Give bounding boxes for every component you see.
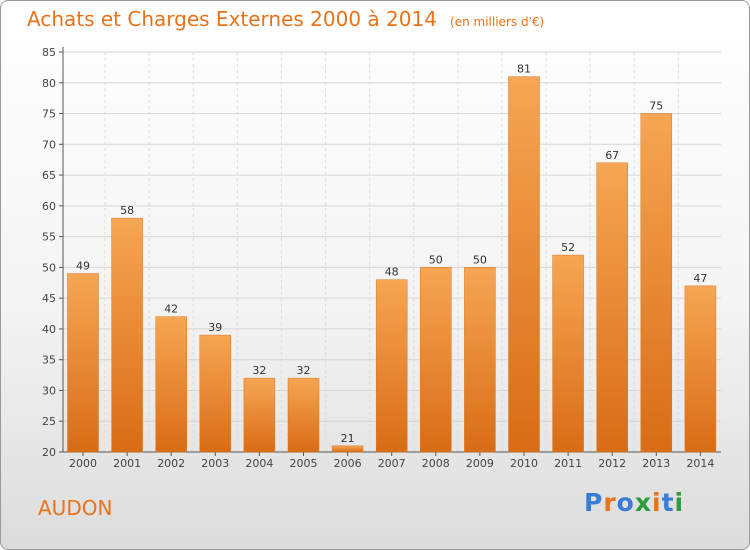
y-tick-label: 70 bbox=[42, 138, 56, 151]
value-label-2013: 75 bbox=[649, 100, 663, 113]
bar-2008 bbox=[420, 267, 452, 453]
value-label-2011: 52 bbox=[561, 241, 575, 254]
bar-2013 bbox=[640, 113, 673, 453]
value-label-2012: 67 bbox=[605, 149, 619, 162]
chart-title: Achats et Charges Externes 2000 à 2014 bbox=[27, 7, 437, 31]
logo-letter: x bbox=[634, 488, 652, 517]
x-tick-label-2009: 2009 bbox=[466, 457, 494, 470]
y-tick-label: 75 bbox=[42, 108, 56, 121]
x-tick-label-2002: 2002 bbox=[157, 457, 185, 470]
logo-letter: P bbox=[584, 488, 604, 517]
x-tick-label-2000: 2000 bbox=[69, 457, 97, 470]
value-label-2008: 50 bbox=[429, 253, 443, 266]
y-tick-label: 85 bbox=[42, 46, 56, 59]
x-tick-label-2001: 2001 bbox=[113, 457, 141, 470]
bar-2006 bbox=[331, 445, 364, 453]
value-label-2006: 21 bbox=[341, 432, 355, 445]
bar-2012 bbox=[596, 162, 628, 453]
y-tick-label: 55 bbox=[42, 231, 56, 244]
axes: 20 25 30 35 40 45 50 55 60 65 70 75 80 85 2000 2001 2002… bbox=[42, 46, 721, 470]
y-tick-label: 65 bbox=[42, 169, 56, 182]
value-label-2000: 49 bbox=[76, 260, 90, 273]
value-label-2002: 42 bbox=[164, 303, 178, 316]
y-tick-label: 35 bbox=[42, 354, 56, 367]
x-tick-label-2003: 2003 bbox=[201, 457, 229, 470]
y-tick-label: 50 bbox=[42, 261, 56, 274]
x-tick-label-2014: 2014 bbox=[686, 457, 714, 470]
value-label-2007: 48 bbox=[385, 266, 399, 279]
x-tick-label-2008: 2008 bbox=[422, 457, 450, 470]
x-tick-label-2005: 2005 bbox=[290, 457, 318, 470]
value-label-2014: 47 bbox=[693, 272, 707, 285]
city-name: AUDON bbox=[38, 496, 113, 520]
x-tick-label-2011: 2011 bbox=[554, 457, 582, 470]
logo-letter: t bbox=[661, 488, 675, 517]
value-label-2009: 50 bbox=[473, 253, 487, 266]
y-tick-label: 40 bbox=[42, 323, 56, 336]
x-tick-label-2006: 2006 bbox=[334, 457, 362, 470]
bar-2011 bbox=[552, 254, 584, 453]
value-label-2005: 32 bbox=[297, 364, 311, 377]
bar-2010 bbox=[508, 76, 540, 453]
bars bbox=[67, 76, 717, 453]
bar-2005 bbox=[287, 377, 320, 453]
bar-2014 bbox=[684, 285, 717, 453]
y-tick-label: 80 bbox=[42, 77, 56, 90]
x-tick-label-2007: 2007 bbox=[378, 457, 406, 470]
logo-letter: r bbox=[603, 488, 617, 517]
logo-letter: i bbox=[652, 488, 662, 517]
value-label-2003: 39 bbox=[208, 321, 222, 334]
y-tick-label: 45 bbox=[42, 292, 56, 305]
value-label-2010: 81 bbox=[517, 63, 531, 76]
value-label-2004: 32 bbox=[252, 364, 266, 377]
y-tick-label: 25 bbox=[42, 415, 56, 428]
logo-letter: o bbox=[616, 488, 635, 517]
bar-2009 bbox=[464, 267, 496, 453]
value-label-2001: 58 bbox=[120, 204, 134, 217]
y-tick-label: 30 bbox=[42, 384, 56, 397]
bar-2003 bbox=[199, 334, 232, 453]
logo-letter: i bbox=[674, 488, 685, 517]
chart-unit: (en milliers d'€) bbox=[450, 15, 545, 29]
y-tick-label: 60 bbox=[42, 200, 56, 213]
bar-2002 bbox=[155, 316, 187, 453]
bar-2004 bbox=[243, 377, 276, 453]
bar-2007 bbox=[375, 279, 408, 453]
value-labels: 49 58 42 39 32 32 21 48 50 50 81 52 67 75 47 bbox=[76, 63, 707, 445]
x-tick-label-2013: 2013 bbox=[642, 457, 670, 470]
bar-2000 bbox=[67, 273, 99, 453]
chart-title-block: Achats et Charges Externes 2000 à 2014 (… bbox=[27, 7, 544, 31]
x-tick-label-2012: 2012 bbox=[598, 457, 626, 470]
x-tick-label-2010: 2010 bbox=[510, 457, 538, 470]
bar-2001 bbox=[111, 217, 143, 453]
y-tick-label: 20 bbox=[42, 446, 56, 459]
x-tick-label-2004: 2004 bbox=[245, 457, 273, 470]
proxiti-logo: Proxiti bbox=[584, 488, 684, 517]
